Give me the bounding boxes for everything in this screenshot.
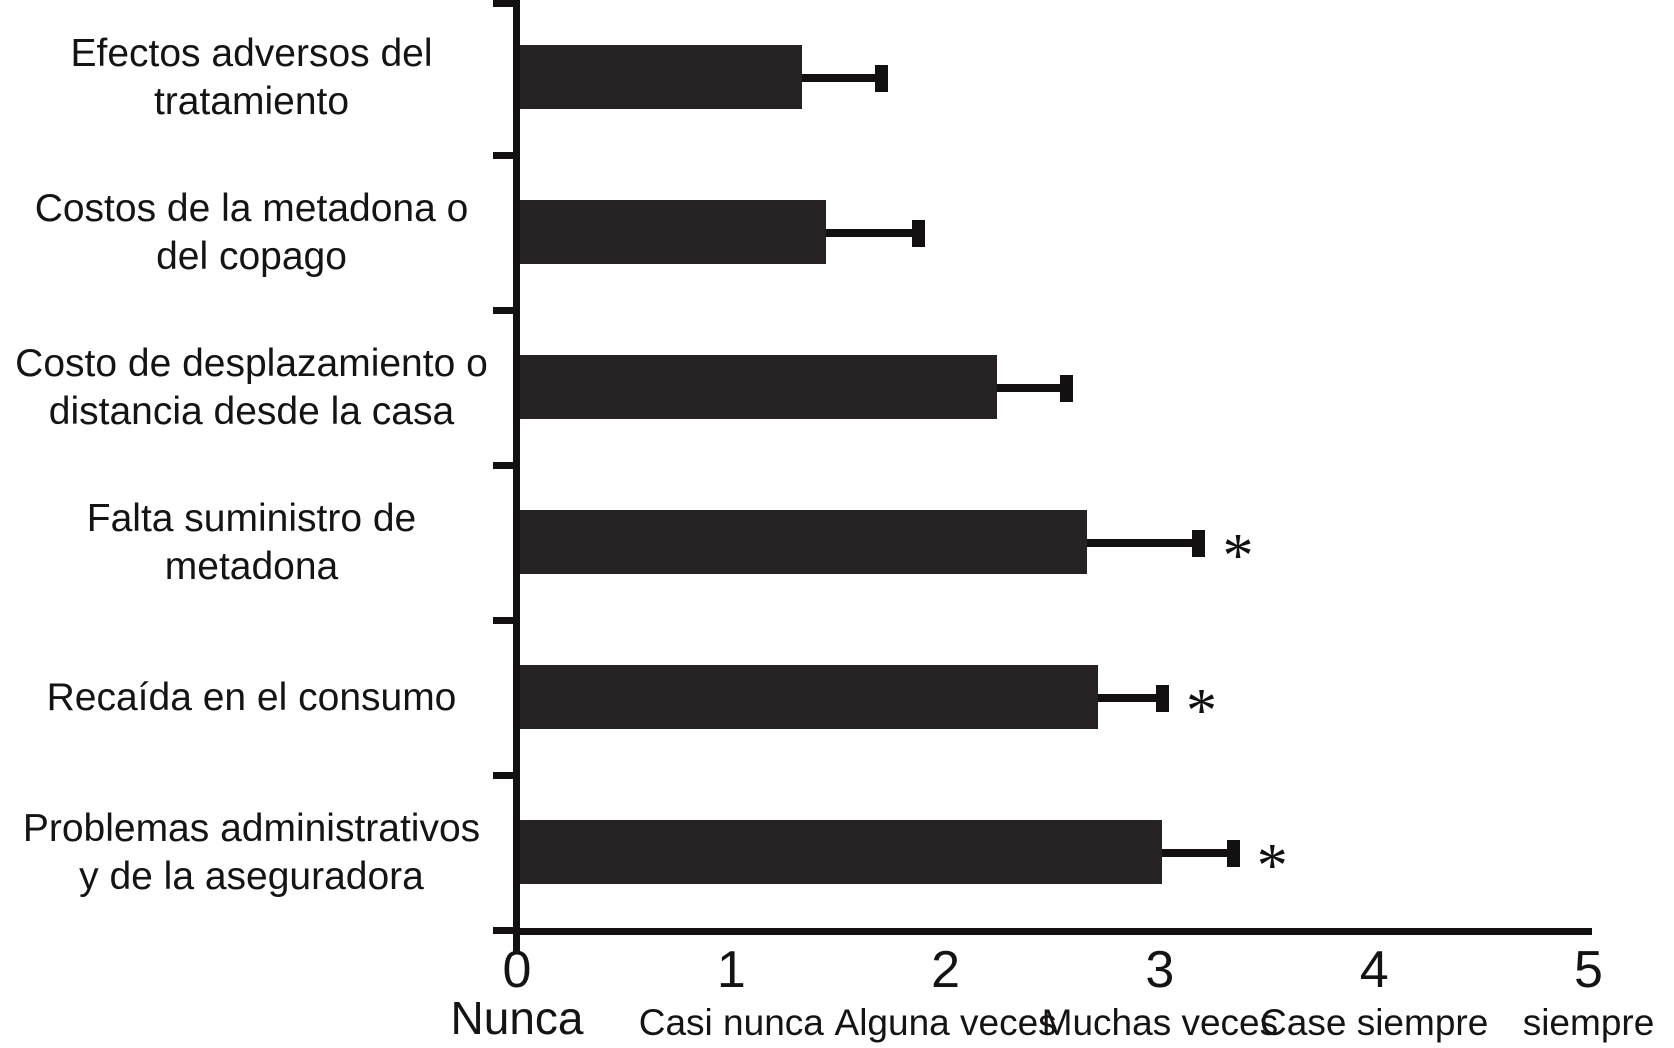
error-bar-cap bbox=[1156, 685, 1170, 712]
x-tick-sublabel: Nunca bbox=[450, 992, 584, 1044]
y-axis-tick bbox=[493, 462, 513, 469]
category-label: Falta suministro de metadona bbox=[0, 465, 503, 620]
error-bar-cap bbox=[1059, 375, 1073, 402]
bar bbox=[517, 45, 803, 109]
category-label-text: Recaída en el consumo bbox=[46, 675, 457, 719]
x-axis-line bbox=[513, 928, 1592, 935]
x-tick-label: 1 bbox=[716, 941, 746, 999]
y-axis-tick bbox=[493, 0, 513, 7]
error-bar bbox=[1087, 539, 1199, 547]
error-bar bbox=[1097, 694, 1163, 702]
x-tick-sublabel: Casi nunca bbox=[638, 1002, 824, 1043]
y-axis-tick bbox=[493, 307, 513, 314]
significance-asterisk: * bbox=[1256, 832, 1288, 900]
x-axis-zero-tick bbox=[513, 928, 520, 953]
x-tick-label: 0 bbox=[502, 941, 532, 999]
category-label: Costos de la metadona o del copago bbox=[0, 155, 503, 310]
category-label-text: Efectos adversos del tratamiento bbox=[70, 31, 433, 123]
significance-asterisk: * bbox=[1186, 677, 1218, 745]
x-tick-label: 3 bbox=[1145, 941, 1175, 999]
error-bar-cap bbox=[875, 65, 889, 92]
x-tick-label: 5 bbox=[1574, 941, 1603, 999]
error-bar bbox=[1162, 849, 1233, 857]
x-tick-label: 4 bbox=[1359, 941, 1389, 999]
x-tick-sublabel: Case siempre bbox=[1260, 1002, 1489, 1043]
y-axis-tick bbox=[493, 617, 513, 624]
x-tick-sublabel: Muchas veces bbox=[1041, 1002, 1279, 1043]
x-tick-sublabel: Alguna veces bbox=[834, 1002, 1057, 1043]
y-axis-tick bbox=[493, 772, 513, 779]
category-label: Costo de desplazamiento o distancia desde… bbox=[0, 310, 503, 465]
bar bbox=[517, 200, 826, 264]
category-label-text: Falta suministro de metadona bbox=[86, 496, 417, 588]
bar bbox=[517, 820, 1163, 884]
error-bar-cap bbox=[911, 220, 925, 247]
x-tick-label: 2 bbox=[931, 941, 961, 999]
category-label: Efectos adversos del tratamiento bbox=[0, 0, 503, 155]
error-bar-cap bbox=[1192, 530, 1206, 557]
category-label-text: Costos de la metadona o del copago bbox=[34, 186, 469, 278]
category-label-text: Problemas administrativos y de la asegura… bbox=[22, 806, 481, 898]
bar bbox=[517, 510, 1088, 574]
category-label-text: Costo de desplazamiento o distancia desde… bbox=[15, 341, 488, 433]
error-bar bbox=[802, 74, 882, 82]
y-axis-tick bbox=[493, 927, 513, 934]
significance-asterisk: * bbox=[1222, 522, 1254, 590]
y-axis-line bbox=[513, 0, 520, 935]
x-tick-sublabel: siempre bbox=[1522, 1002, 1655, 1043]
error-bar bbox=[825, 229, 918, 237]
y-axis-tick bbox=[493, 152, 513, 159]
bar bbox=[517, 355, 998, 419]
bar bbox=[517, 665, 1098, 729]
error-bar bbox=[997, 384, 1066, 392]
category-label: Recaída en el consumo bbox=[0, 620, 503, 775]
category-label: Problemas administrativos y de la asegura… bbox=[0, 775, 503, 930]
error-bar-cap bbox=[1226, 840, 1240, 867]
